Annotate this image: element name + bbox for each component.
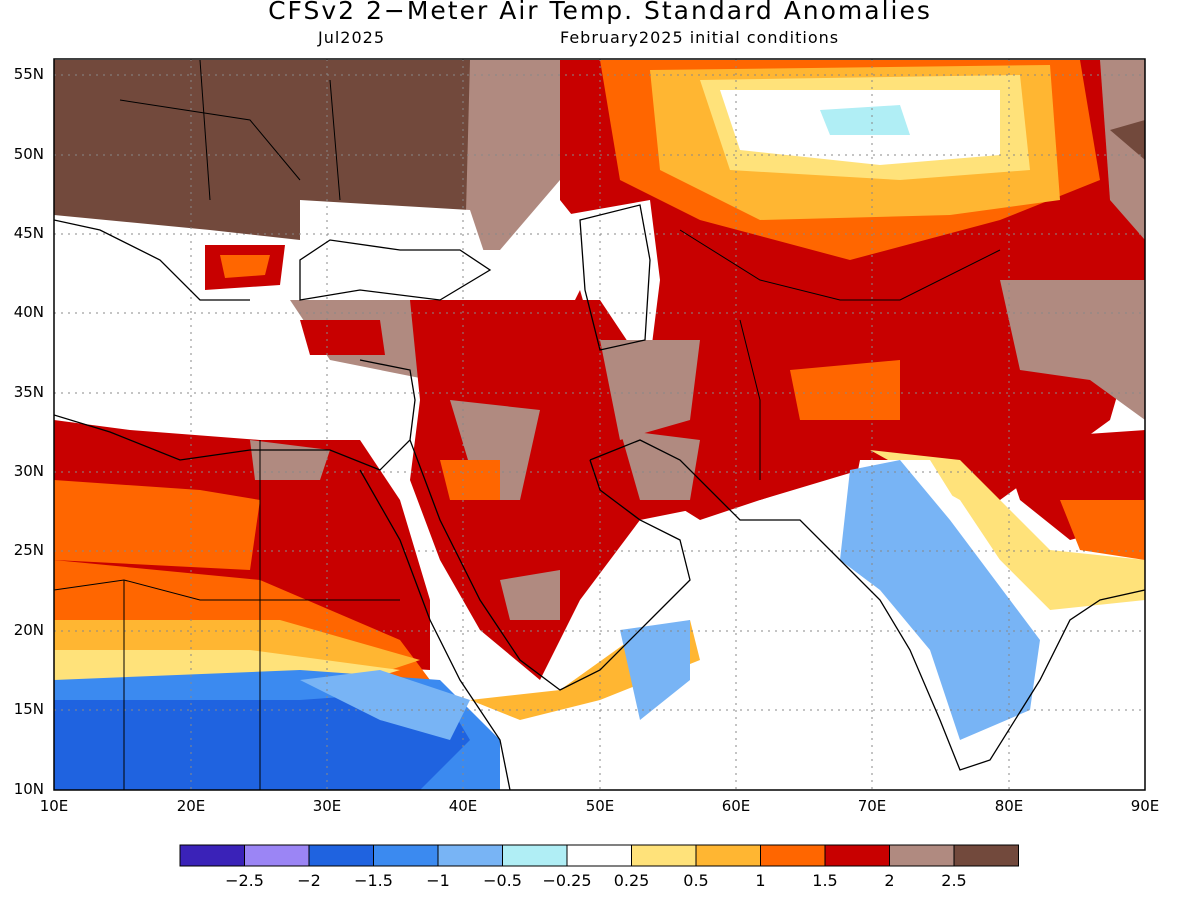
latitude-label: 30N xyxy=(13,462,44,480)
colorbar-label: 1 xyxy=(755,871,766,890)
longitude-label: 10E xyxy=(39,797,69,815)
colorbar-swatch xyxy=(179,844,245,867)
colorbar-label: 0.25 xyxy=(613,871,650,890)
colorbar-label: −2 xyxy=(297,871,321,890)
colorbar-label: 2 xyxy=(884,871,895,890)
latitude-label: 50N xyxy=(13,145,44,163)
latitude-label: 20N xyxy=(13,621,44,639)
longitude-label: 50E xyxy=(585,797,615,815)
colorbar-label: −0.25 xyxy=(542,871,592,890)
colorbar-label: 0.5 xyxy=(683,871,709,890)
latitude-label: 15N xyxy=(13,700,44,718)
colorbar-label: 2.5 xyxy=(941,871,967,890)
country-borders xyxy=(54,59,1001,790)
colorbar-swatch xyxy=(566,844,632,867)
colorbar-label: 1.5 xyxy=(812,871,838,890)
anomaly-fields xyxy=(54,59,1145,790)
colorbar-swatch xyxy=(695,844,761,867)
colorbar-swatch xyxy=(502,844,568,867)
longitude-label: 30E xyxy=(312,797,342,815)
latitude-label: 35N xyxy=(13,383,44,401)
grid-lines xyxy=(54,59,1145,790)
longitude-label: 70E xyxy=(857,797,887,815)
colorbar-swatch xyxy=(244,844,310,867)
longitude-label: 80E xyxy=(994,797,1024,815)
colorbar-swatch xyxy=(824,844,890,867)
longitude-label: 90E xyxy=(1130,797,1160,815)
colorbar-label: −2.5 xyxy=(225,871,264,890)
map-frame xyxy=(53,58,1146,791)
colorbar-swatch xyxy=(953,844,1019,867)
colorbar-label: −0.5 xyxy=(483,871,522,890)
longitude-label: 40E xyxy=(448,797,478,815)
latitude-label: 25N xyxy=(13,541,44,559)
map-title: CFSv2 2−Meter Air Temp. Standard Anomali… xyxy=(268,0,932,25)
colorbar-swatch xyxy=(631,844,697,867)
latitude-label: 40N xyxy=(13,303,44,321)
longitude-label: 60E xyxy=(721,797,751,815)
forecast-month: Jul2025 xyxy=(318,28,386,47)
latitude-label: 45N xyxy=(13,224,44,242)
colorbar xyxy=(179,844,1019,867)
coastlines xyxy=(54,204,1145,790)
colorbar-swatch xyxy=(373,844,439,867)
initial-conditions-label: February2025 initial conditions xyxy=(560,28,840,47)
longitude-label: 20E xyxy=(176,797,206,815)
colorbar-swatch xyxy=(760,844,826,867)
colorbar-label: −1.5 xyxy=(354,871,393,890)
latitude-label: 55N xyxy=(13,65,44,83)
latitude-label: 10N xyxy=(13,780,44,798)
colorbar-label: −1 xyxy=(426,871,450,890)
colorbar-swatch xyxy=(437,844,503,867)
colorbar-swatch xyxy=(889,844,955,867)
colorbar-swatch xyxy=(308,844,374,867)
